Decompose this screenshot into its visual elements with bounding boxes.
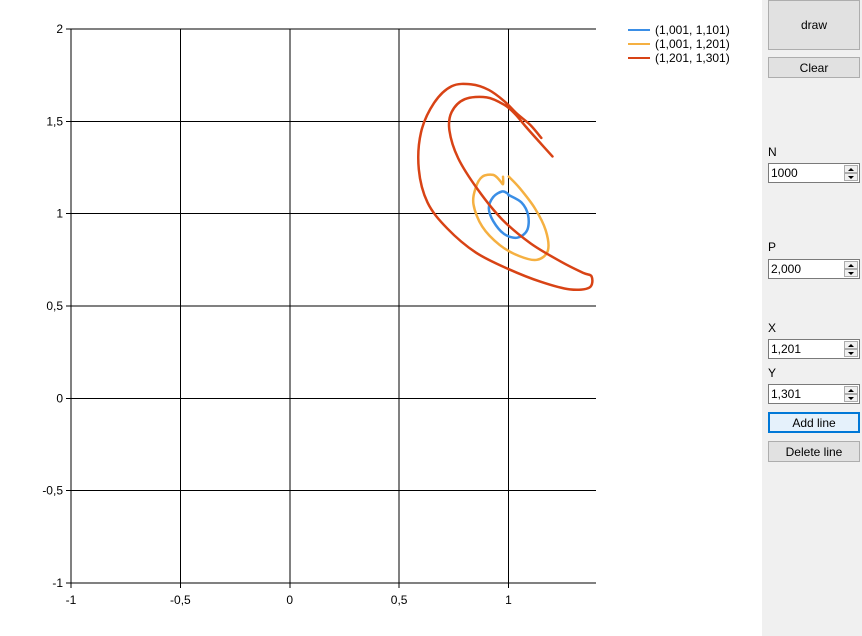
p-input[interactable] (769, 260, 843, 278)
y-input[interactable] (769, 385, 843, 403)
x-stepper[interactable] (768, 339, 860, 359)
x-tick-label: 0,5 (391, 593, 408, 607)
arrow-up-icon (848, 343, 854, 347)
arrow-up-icon (848, 263, 854, 267)
n-input[interactable] (769, 164, 843, 182)
n-decrement-button[interactable] (844, 173, 858, 181)
y-tick-label: 1 (56, 207, 63, 221)
x-tick-label: 1 (505, 593, 512, 607)
x-tick-label: -0,5 (170, 593, 191, 607)
n-spin-buttons (844, 165, 858, 181)
y-tick-label: 1,5 (46, 114, 63, 128)
y-label: Y (768, 366, 777, 380)
y-tick-label: 2 (56, 22, 63, 36)
legend: (1,001, 1,101)(1,001, 1,201)(1,201, 1,30… (628, 23, 730, 65)
series-line-3 (417, 82, 594, 292)
series-line-2 (471, 173, 550, 262)
y-tick-label: -0,5 (42, 484, 63, 498)
y-tick-label: -1 (52, 576, 63, 590)
n-stepper[interactable] (768, 163, 860, 183)
legend-label: (1,201, 1,301) (655, 51, 730, 65)
chart-svg: -1 -0,5 0 0,5 1 -1 -0,5 0 0,5 1 1,5 2 (1,001, 1,101… (42, 22, 730, 607)
n-increment-button[interactable] (844, 165, 858, 173)
delete-line-button[interactable]: Delete line (768, 441, 860, 462)
p-decrement-button[interactable] (844, 269, 858, 277)
x-spin-buttons (844, 341, 858, 357)
p-stepper[interactable] (768, 259, 860, 279)
x-tick-label: 0 (286, 593, 293, 607)
series-line-1 (487, 190, 530, 240)
clear-button[interactable]: Clear (768, 57, 860, 78)
control-panel: draw Clear N P X Y Add line Delete line (762, 0, 862, 636)
y-increment-button[interactable] (844, 386, 858, 394)
arrow-down-icon (848, 175, 854, 179)
p-increment-button[interactable] (844, 261, 858, 269)
y-decrement-button[interactable] (844, 394, 858, 402)
x-decrement-button[interactable] (844, 349, 858, 357)
axis-layer: -1 -0,5 0 0,5 1 -1 -0,5 0 0,5 1 1,5 2 (42, 22, 512, 607)
grid-layer (66, 28, 596, 588)
x-label: X (768, 321, 777, 335)
arrow-down-icon (848, 351, 854, 355)
legend-label: (1,001, 1,201) (655, 37, 730, 51)
add-line-button[interactable]: Add line (768, 412, 860, 433)
x-input[interactable] (769, 340, 843, 358)
arrow-down-icon (848, 396, 854, 400)
x-increment-button[interactable] (844, 341, 858, 349)
p-label: P (768, 240, 777, 254)
y-tick-label: 0,5 (46, 299, 63, 313)
p-spin-buttons (844, 261, 858, 277)
arrow-up-icon (848, 167, 854, 171)
y-spin-buttons (844, 386, 858, 402)
n-label: N (768, 145, 777, 159)
arrow-down-icon (848, 271, 854, 275)
legend-label: (1,001, 1,101) (655, 23, 730, 37)
chart-area: -1 -0,5 0 0,5 1 -1 -0,5 0 0,5 1 1,5 2 (1,001, 1,101… (42, 22, 730, 607)
draw-button[interactable]: draw (768, 0, 860, 50)
arrow-up-icon (848, 388, 854, 392)
series-layer (417, 82, 594, 292)
x-tick-label: -1 (66, 593, 77, 607)
y-stepper[interactable] (768, 384, 860, 404)
y-tick-label: 0 (56, 391, 63, 405)
